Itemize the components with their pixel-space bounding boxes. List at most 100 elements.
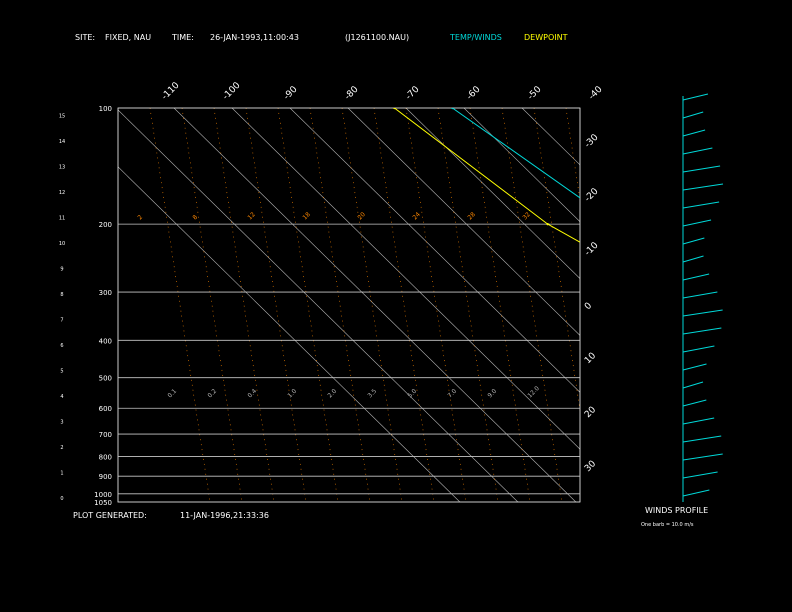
dewpoint-point [668, 291, 670, 293]
height-tick-label: 15 [59, 114, 65, 120]
mixing-ratio-line [341, 108, 403, 502]
isotherm-layer [118, 108, 792, 502]
mixing-ratio-line [469, 108, 531, 502]
legend-dewpoint: DEWPOINT [524, 33, 568, 42]
wind-barb [682, 471, 718, 479]
height-tick-label: 12 [59, 190, 65, 196]
isotherm-right-label: 30 [583, 459, 598, 474]
header-site-label: SITE: [75, 33, 96, 42]
dewpoint-trace [394, 108, 580, 243]
wind-barb [682, 489, 710, 497]
isotherm-top-label: -60 [465, 84, 483, 102]
wind-barb [682, 237, 705, 245]
mixing-ratio-line [565, 108, 580, 202]
wind-barb [682, 417, 715, 425]
wind-barb [682, 201, 720, 209]
isobar-layer [117, 107, 581, 503]
isotherm-top-label: -70 [404, 84, 422, 102]
header-time-label: TIME: [172, 33, 194, 42]
pressure-tick-label: 100 [99, 105, 112, 113]
height-tick-label: 13 [59, 165, 65, 171]
mixing-ratio-line [181, 108, 243, 502]
height-tick-label: 9 [60, 267, 63, 273]
isotherm-right-label: 0 [583, 301, 594, 312]
isotherm-right-label: 10 [583, 351, 598, 366]
height-tick-label: 11 [59, 216, 65, 222]
dewpoint-point [787, 339, 789, 341]
wind-barb [682, 255, 704, 263]
mixing-ratio-line [309, 108, 371, 502]
mixing-ratio-line [405, 108, 467, 502]
isotherm-line [521, 108, 580, 166]
pressure-tick-label: 200 [99, 221, 112, 229]
mixing-ratio-label: 24 [411, 211, 421, 221]
mixing-ratio-label: 18 [301, 211, 311, 221]
mixing-ratio-low-label: 9.0 [486, 388, 498, 400]
isotherm-line [579, 108, 580, 109]
temperature-point [616, 223, 618, 225]
wind-barb [682, 129, 706, 137]
height-tick-label: 6 [60, 343, 63, 349]
mixing-ratio-label: 28 [466, 211, 476, 221]
pressure-tick-label: 1000 [94, 491, 112, 499]
header-site-value: FIXED, NAU [105, 33, 152, 42]
wind-barb [682, 165, 721, 173]
pressure-tick-label: 800 [99, 453, 112, 461]
isotherm-line [173, 108, 577, 502]
mixing-ratio-low-label: 2.0 [326, 388, 338, 400]
isotherm-line [754, 108, 792, 502]
isotherm-line [118, 109, 519, 502]
pressure-tick-label: 900 [99, 473, 112, 481]
isotherm-right-label: -20 [583, 186, 601, 204]
mixing-ratio-line [277, 108, 339, 502]
wind-barb [682, 147, 713, 155]
isotherm-right-label: 20 [583, 405, 598, 420]
wind-profile-layer [682, 93, 724, 502]
wind-barb [682, 381, 704, 389]
isotherm-top-label: -100 [221, 80, 243, 102]
pressure-tick-label: 1050 [94, 499, 112, 507]
height-tick-label: 10 [59, 241, 65, 247]
mixing-ratio-label: 12 [246, 211, 256, 221]
mixing-ratio-line [501, 108, 563, 502]
plot-frame [117, 107, 581, 503]
wind-barb [682, 309, 723, 317]
mixing-ratio-low-label: 0.1 [166, 388, 178, 400]
height-tick-label: 5 [60, 369, 63, 375]
isotherm-top-label: -110 [160, 80, 182, 102]
plot-generated-label: PLOT GENERATED: [73, 511, 147, 520]
mixing-ratio-label: 32 [521, 211, 531, 221]
dewpoint-point [393, 108, 396, 110]
mixing-ratio-line [213, 108, 275, 502]
wind-barb [682, 363, 707, 371]
pressure-tick-label: 600 [99, 405, 112, 413]
wind-barb [682, 219, 712, 227]
wind-barb [682, 435, 722, 443]
height-tick-label: 8 [60, 292, 63, 298]
plot-generated-value: 11-JAN-1996,21:33:36 [180, 511, 269, 520]
mixing-ratio-line [245, 108, 307, 502]
mixing-ratio-line [149, 108, 211, 502]
isotherm-right-label: -30 [583, 132, 601, 150]
isotherm-right-label: -10 [583, 240, 601, 258]
height-tick-label: 14 [59, 139, 65, 145]
height-tick-label: 3 [60, 420, 63, 426]
label-layer: 1002003004005006007008009001000105001234… [59, 80, 605, 507]
isotherm-line [118, 166, 461, 502]
isotherm-line [463, 108, 580, 223]
wind-barb [682, 327, 722, 335]
height-tick-label: 0 [60, 496, 63, 502]
winds-profile-title: WINDS PROFILE [645, 506, 709, 515]
pressure-tick-label: 700 [99, 431, 112, 439]
pressure-tick-label: 300 [99, 289, 112, 297]
height-tick-label: 7 [60, 318, 63, 324]
wind-barb [682, 273, 710, 281]
winds-profile-note: One barb = 10.0 m/s [641, 522, 694, 528]
header-file-id: (J1261100.NAU) [345, 33, 410, 42]
temperature-point [767, 291, 769, 293]
height-tick-label: 2 [60, 445, 63, 451]
mixing-ratio-low-label: 0.2 [206, 388, 218, 400]
legend-temp-winds: TEMP/WINDS [450, 33, 502, 42]
mixing-ratio-low-label: 12.0 [526, 385, 541, 400]
mixing-ratio-layer [149, 108, 580, 502]
